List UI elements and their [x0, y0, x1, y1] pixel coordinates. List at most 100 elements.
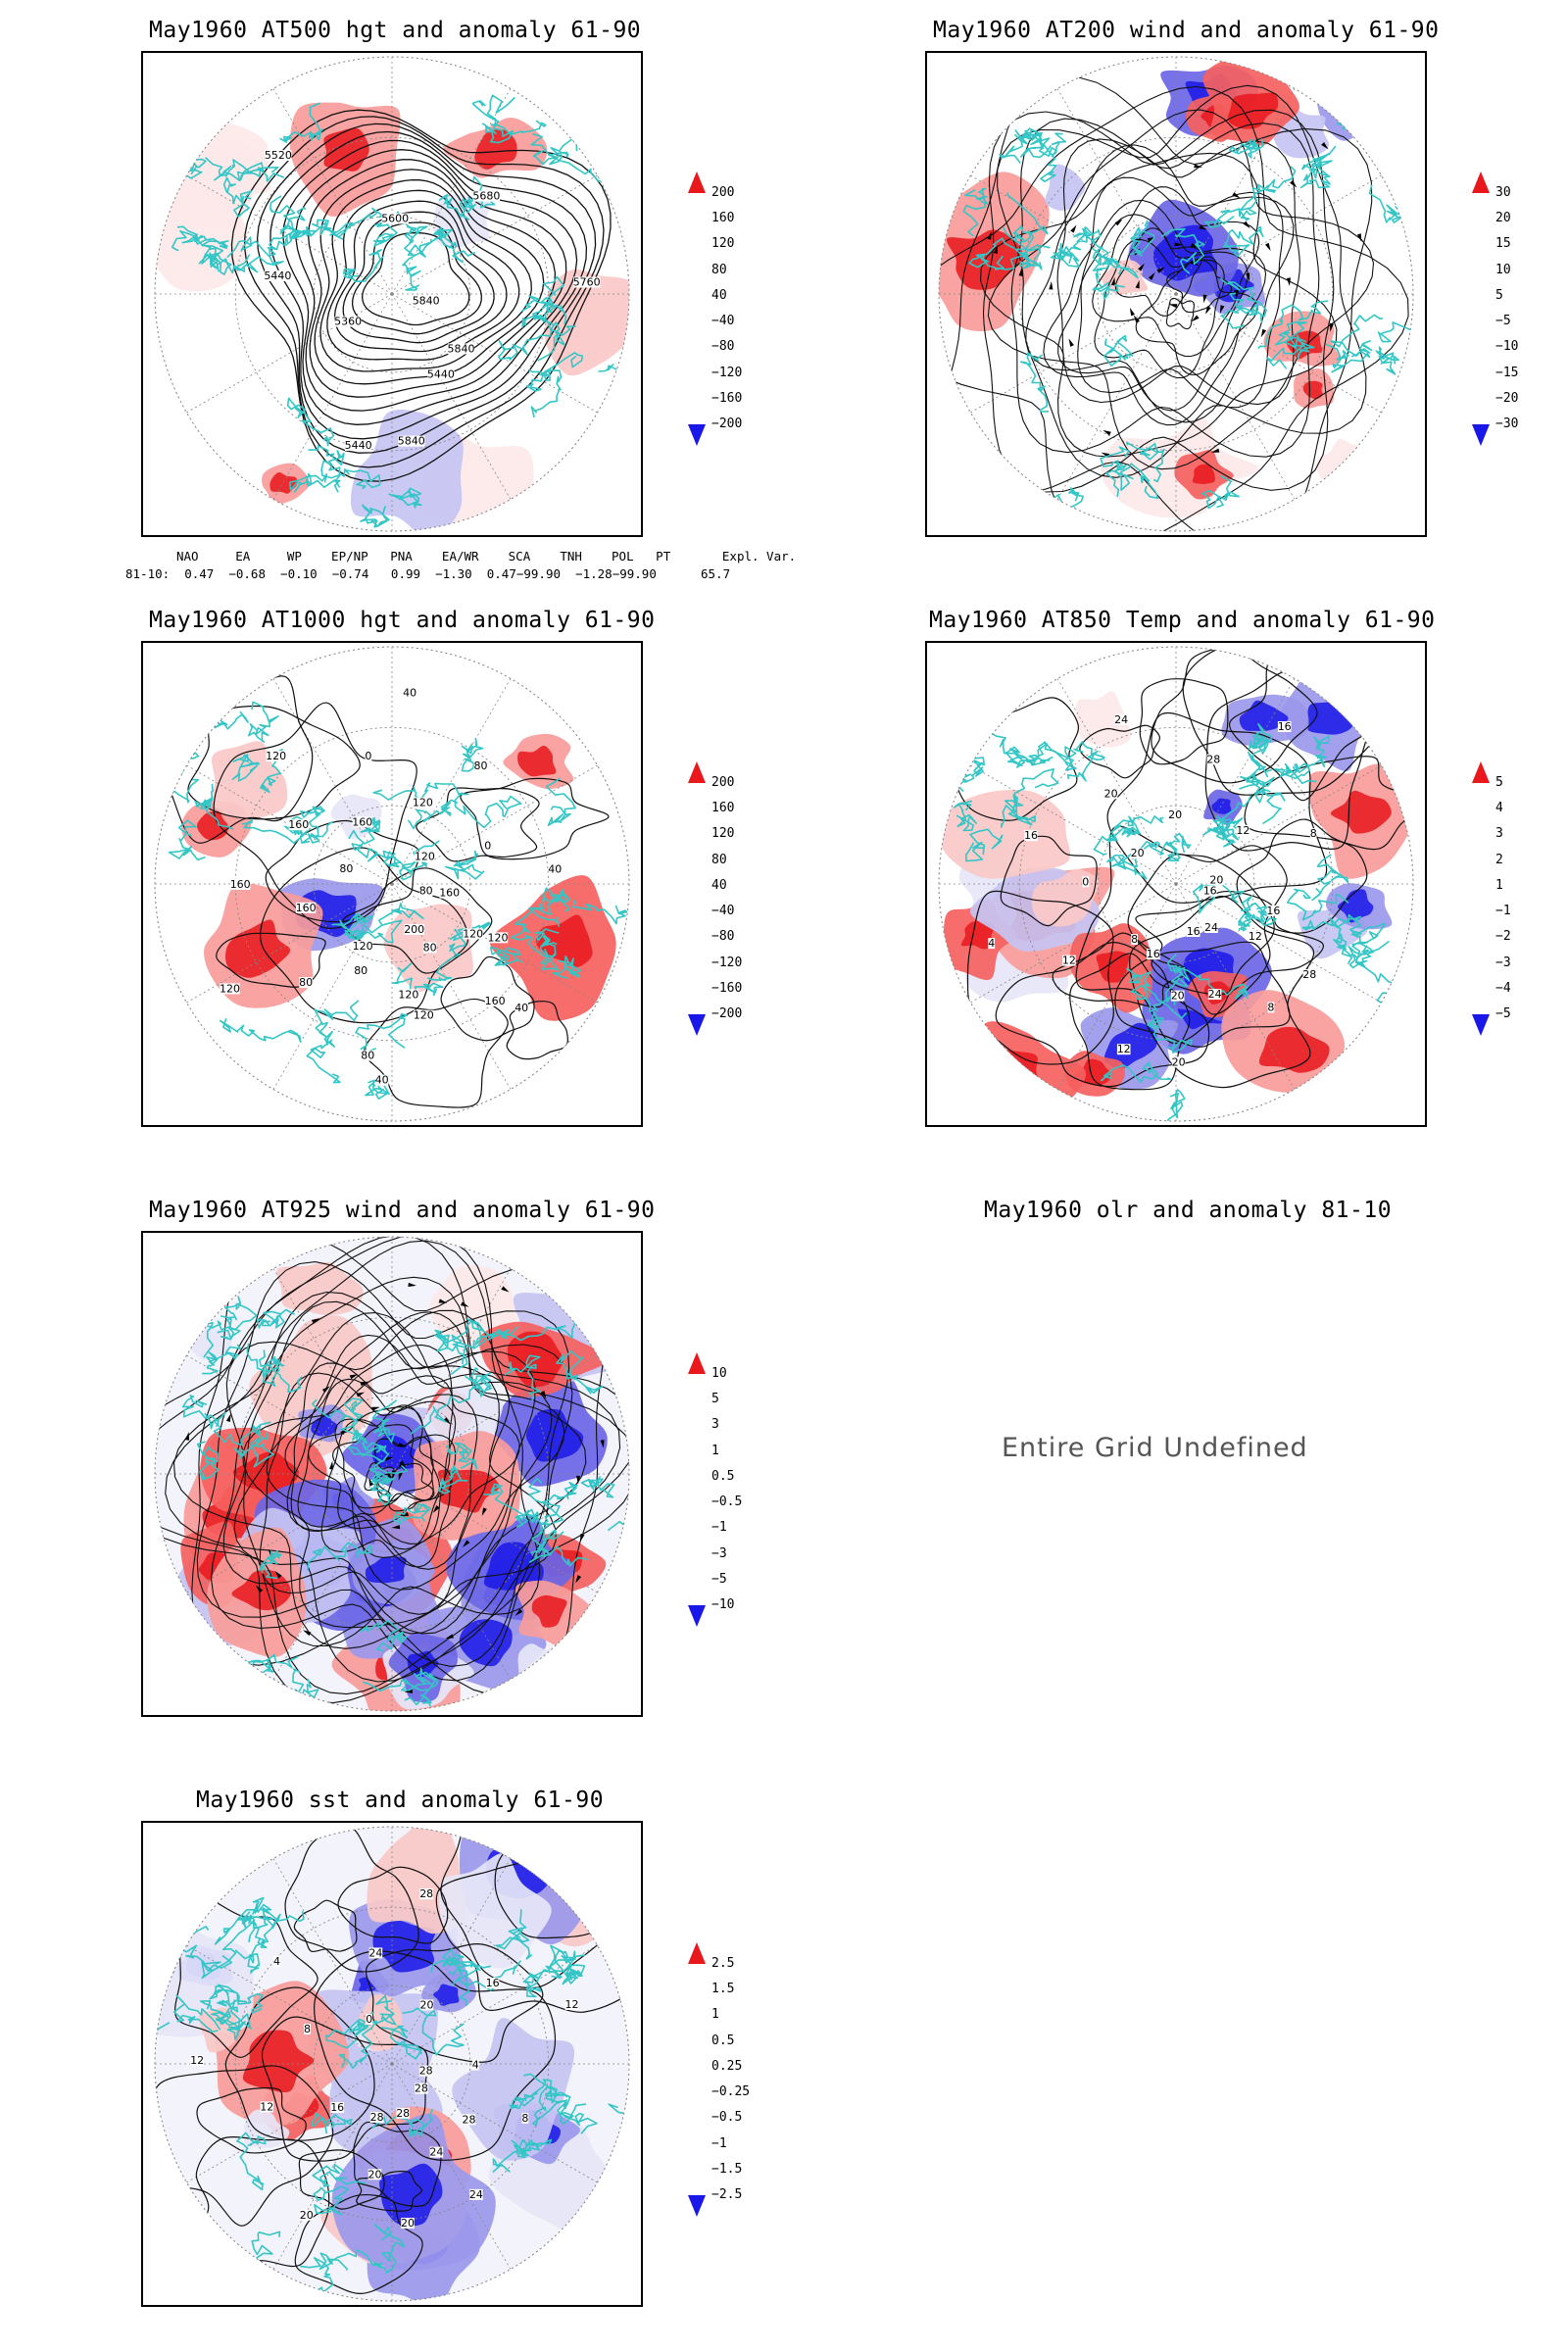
contour-label: 5600 — [381, 213, 409, 225]
contour-label: 40 — [548, 863, 562, 876]
map-canvas: 5840 5440 5440 5360 5440 5520 5600 5680 5760 5840… — [154, 56, 630, 532]
contour-label: 20 — [1104, 787, 1118, 800]
contour-label: 20 — [1172, 1055, 1186, 1068]
colorbar-label: 20 — [1495, 211, 1511, 226]
colorbar-label: 10 — [1495, 262, 1511, 277]
panel-title: May1960 olr and anomaly 81-10 — [984, 1198, 1393, 1223]
colorbar-label: −1.5 — [711, 2161, 743, 2177]
colorbar-label: 40 — [711, 877, 727, 893]
contour-label: 160 — [485, 995, 506, 1007]
colorbar-label: 200 — [711, 775, 735, 790]
contour-label: 12 — [1062, 955, 1076, 967]
contour-label: 12 — [1249, 930, 1262, 943]
colorbar: 5 4 3 2 1 −1 −2 −3 −4 −5 — [1470, 761, 1568, 1036]
contour-label: 120 — [463, 927, 483, 940]
contour-label: 120 — [488, 931, 509, 944]
colorbar-label: −120 — [711, 365, 743, 380]
colorbar-label: 160 — [711, 211, 735, 226]
contour-label: 20 — [420, 1998, 434, 2011]
contour-label: 160 — [288, 818, 309, 831]
contour-label: 28 — [419, 2065, 433, 2078]
contour-label: 8 — [1310, 827, 1317, 840]
map-frame: 28 28 24 28 20 20 16 12 12 8 4 0 24 28 20 16 12 4 8 28 24 20 2… — [141, 1821, 643, 2307]
contour-label: 120 — [413, 797, 433, 809]
colorbar-label: −200 — [711, 1006, 743, 1021]
contour-label: 5440 — [345, 439, 372, 452]
panel-title: May1960 AT850 Temp and anomaly 61-90 — [929, 608, 1436, 633]
colorbar-label: 200 — [711, 185, 735, 200]
indices-header: NAO EA WP EP/NP PNA EA/WR SCA TNH POL PT… — [176, 549, 797, 564]
undefined-message: Entire Grid Undefined — [1002, 1433, 1308, 1463]
contour-label: 12 — [565, 1998, 579, 2011]
map-frame: 16 12 8 16 20 12 8 12 4 0 16 20 20 24 20 28 16 12 8 20 16 28 2… — [925, 641, 1427, 1127]
map-canvas — [938, 56, 1414, 532]
contour-label: 20 — [1209, 873, 1223, 886]
indices-row: 81-10: 0.47 −0.68 −0.10 −0.74 0.99 −1.30… — [125, 566, 731, 581]
contour-label: 5840 — [413, 295, 440, 308]
colorbar-label: −3 — [711, 1545, 727, 1561]
map-frame — [925, 51, 1427, 537]
panel-title: May1960 AT1000 hgt and anomaly 61-90 — [149, 608, 656, 633]
colorbar-label: −15 — [1495, 365, 1519, 380]
map-frame: 80 120 160 200 120 80 120 80 120 160 160 80 160 120 16… — [141, 641, 643, 1127]
contour-label: 16 — [1187, 925, 1200, 938]
contour-label: 5440 — [264, 270, 291, 282]
contour-label: 20 — [1131, 847, 1145, 859]
colorbar-label: −160 — [711, 980, 743, 996]
contour-label: 20 — [401, 2217, 415, 2230]
contour-label: 12 — [1236, 824, 1250, 837]
contour-label: 24 — [429, 2146, 443, 2159]
colorbar: 200 160 120 80 40 −40 −80 −120 −160 −200 — [686, 761, 804, 1036]
contour-label: 5520 — [265, 149, 292, 162]
colorbar-label: −1 — [711, 1520, 727, 1536]
colorbar-label: 0.25 — [711, 2058, 743, 2074]
colorbar-label: 5 — [1495, 287, 1503, 303]
contour-label: 28 — [415, 2082, 428, 2095]
contour-label: 0 — [1082, 875, 1089, 888]
colorbar: 200 160 120 80 40 −40 −80 −120 −160 −200 — [686, 172, 804, 446]
contour-label: 80 — [423, 942, 437, 955]
colorbar: 30 20 15 10 5 −5 −10 −15 −20 −30 — [1470, 172, 1568, 446]
contour-label: 28 — [396, 2107, 410, 2120]
contour-label: 80 — [299, 976, 313, 989]
contour-label: 28 — [1206, 753, 1220, 765]
colorbar-label: −5 — [1495, 1006, 1511, 1021]
contour-label: 12 — [1117, 1043, 1131, 1055]
colorbar-swatches — [688, 1352, 706, 1627]
contour-label: 5760 — [573, 276, 601, 289]
colorbar-label: −0.5 — [711, 1494, 743, 1510]
colorbar-label: −2.5 — [711, 2187, 743, 2202]
contour-label: 120 — [266, 750, 286, 762]
contour-label: 5360 — [334, 316, 362, 328]
contour-label: 120 — [415, 851, 435, 863]
colorbar-label: −5 — [1495, 314, 1511, 329]
contour-label: 5440 — [427, 368, 455, 381]
colorbar-label: −160 — [711, 390, 743, 406]
contour-label: 120 — [220, 982, 240, 995]
colorbar-label: 160 — [711, 801, 735, 816]
colorbar-label: −10 — [711, 1597, 735, 1612]
contour-label: 8 — [521, 2112, 528, 2125]
colorbar-label: −80 — [711, 339, 735, 355]
contour-label: 28 — [1302, 968, 1316, 981]
contour-label: 4 — [988, 937, 995, 950]
contour-label: 24 — [1114, 713, 1128, 726]
colorbar-label: −0.25 — [711, 2084, 751, 2100]
map-frame — [141, 1231, 643, 1717]
colorbar: 2.5 1.5 1 0.5 0.25 −0.25 −0.5 −1 −1.5 −2.5 — [686, 1942, 804, 2217]
colorbar-label: −80 — [711, 929, 735, 945]
contour-label: 28 — [419, 1887, 433, 1900]
contour-label: 16 — [486, 1977, 500, 1989]
contour-label: 16 — [1278, 720, 1292, 733]
colorbar-label: −40 — [711, 314, 735, 329]
colorbar-label: 40 — [711, 287, 727, 303]
contour-label: 4 — [273, 1955, 280, 1968]
contour-label: 0 — [484, 839, 491, 852]
contour-label: 28 — [370, 2111, 384, 2124]
contour-label: 120 — [414, 1009, 434, 1022]
contour-label: 20 — [368, 2168, 382, 2180]
contour-label: 120 — [353, 940, 373, 953]
contour-label: 12 — [260, 2100, 273, 2113]
colorbar-label: 1.5 — [711, 1982, 735, 1997]
colorbar-swatches — [688, 1942, 706, 2217]
